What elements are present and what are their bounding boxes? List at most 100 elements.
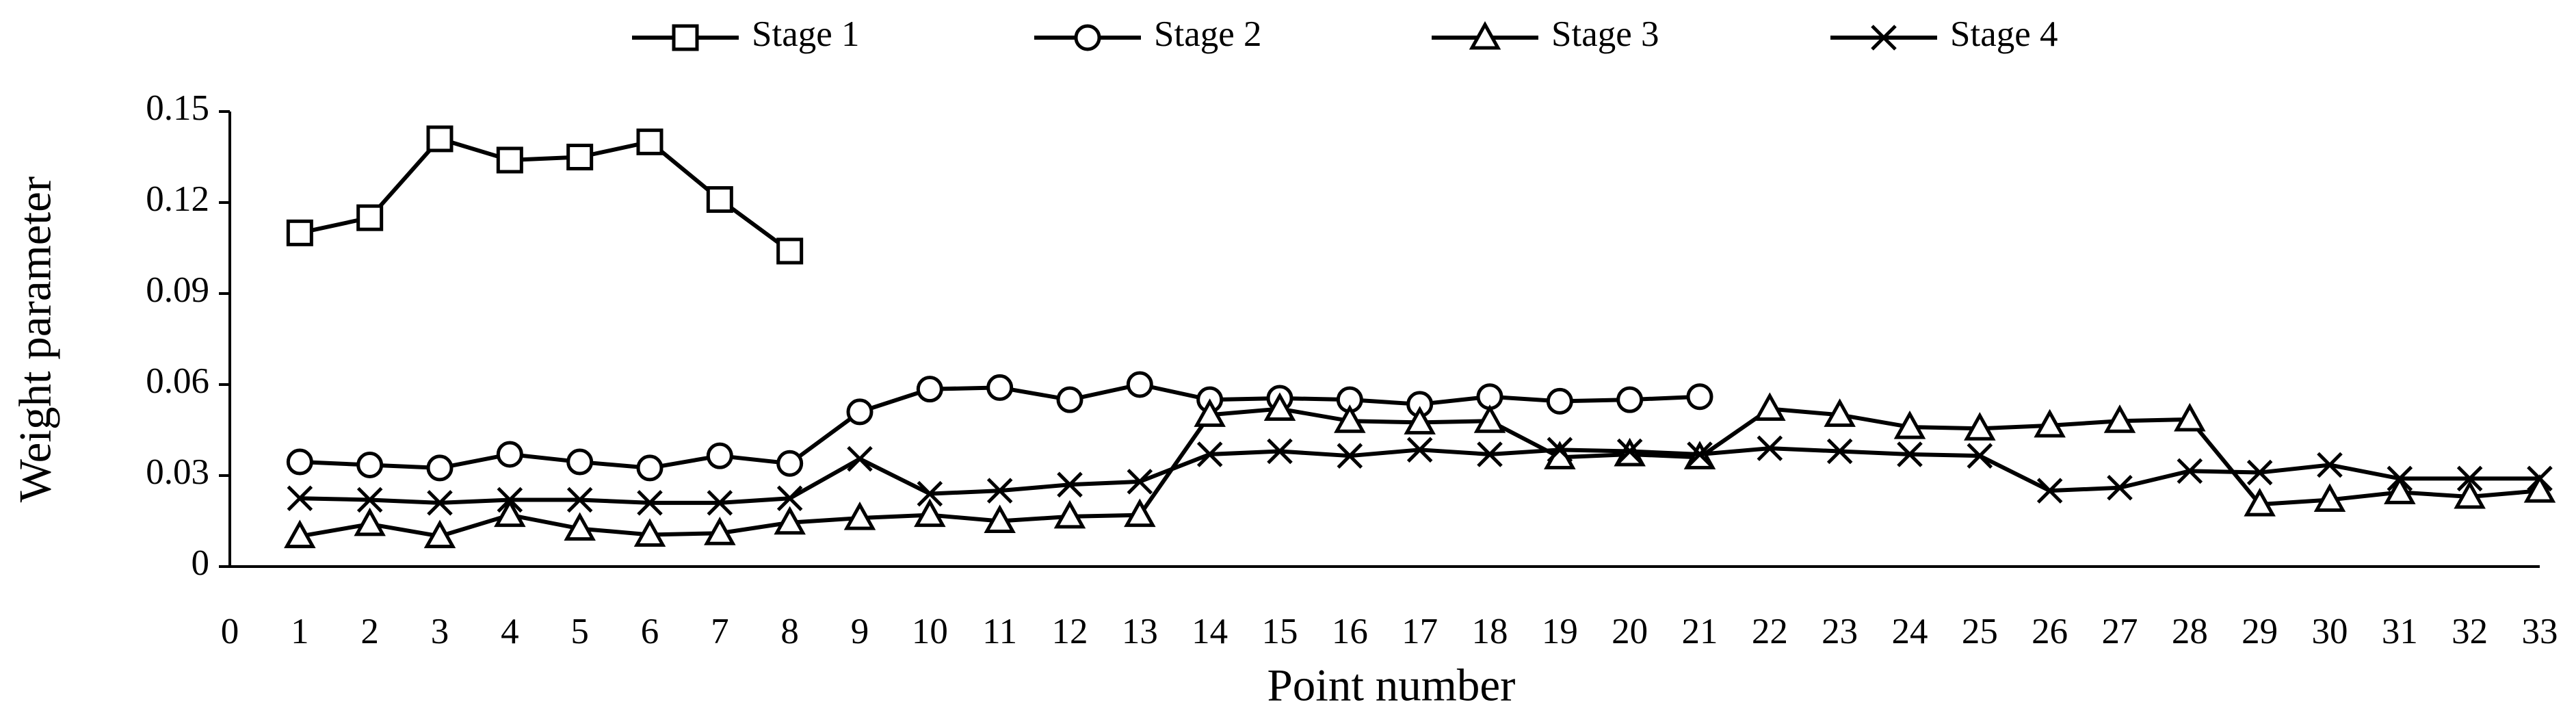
data-point — [1127, 469, 1153, 495]
x-tick-label: 33 — [2522, 612, 2558, 651]
data-point — [846, 398, 873, 426]
x-tick-label: 16 — [1332, 612, 1368, 651]
data-point — [2317, 452, 2343, 478]
y-tick-label: 0.12 — [146, 179, 209, 219]
data-point — [1547, 437, 1573, 463]
data-point — [636, 128, 663, 155]
x-tick-label: 4 — [501, 612, 519, 651]
data-point — [494, 498, 526, 528]
data-point — [564, 512, 596, 541]
data-point — [496, 441, 523, 468]
data-point — [1334, 404, 1366, 433]
x-tick-label: 10 — [912, 612, 948, 651]
data-point — [1757, 435, 1783, 461]
legend-label: Stage 1 — [752, 14, 860, 54]
data-point — [1124, 498, 1156, 528]
data-point — [2103, 404, 2136, 433]
data-point — [566, 487, 593, 513]
data-point — [426, 125, 454, 153]
data-point — [354, 507, 386, 536]
data-point — [2177, 458, 2203, 484]
x-tick-label: 25 — [1962, 612, 1998, 651]
data-point — [356, 487, 383, 513]
data-point — [636, 454, 663, 482]
data-point — [1826, 438, 1853, 465]
data-point — [2523, 474, 2556, 503]
data-point — [1546, 387, 1573, 415]
x-tick-label: 24 — [1892, 612, 1928, 651]
data-point — [2454, 480, 2486, 509]
x-tick-label: 12 — [1052, 612, 1088, 651]
data-point — [356, 204, 384, 231]
data-point — [286, 448, 313, 476]
data-point — [1686, 383, 1713, 411]
data-point — [1897, 441, 1923, 467]
y-tick-label: 0 — [192, 543, 210, 583]
legend-label: Stage 2 — [1154, 14, 1262, 54]
x-tick-label: 30 — [2312, 612, 2348, 651]
data-point — [1406, 437, 1433, 463]
x-tick-label: 23 — [1822, 612, 1858, 651]
data-point — [566, 144, 594, 170]
data-point — [1477, 441, 1503, 467]
data-point — [426, 454, 454, 482]
x-tick-label: 31 — [2382, 612, 2418, 651]
x-tick-label: 22 — [1752, 612, 1788, 651]
x-tick-label: 6 — [641, 612, 659, 651]
data-point — [774, 506, 806, 535]
series-line — [300, 446, 2540, 505]
y-tick-label: 0.06 — [146, 361, 209, 401]
data-point — [496, 146, 523, 174]
data-point — [1754, 392, 1786, 421]
data-point — [637, 490, 663, 516]
x-tick-label: 3 — [431, 612, 449, 651]
data-point — [707, 490, 733, 516]
data-point — [1687, 441, 1713, 467]
data-point — [633, 518, 666, 547]
data-point — [1824, 398, 1856, 427]
x-tick-label: 27 — [2102, 612, 2138, 651]
data-point — [843, 501, 876, 530]
data-point — [916, 376, 943, 403]
x-tick-label: 5 — [570, 612, 589, 651]
data-point — [2174, 402, 2206, 432]
x-tick-label: 2 — [360, 612, 379, 651]
data-point — [284, 519, 316, 549]
x-tick-label: 14 — [1192, 612, 1228, 651]
data-point — [356, 451, 384, 478]
y-tick-label: 0.15 — [146, 88, 209, 128]
x-tick-label: 8 — [780, 612, 799, 651]
data-point — [2313, 483, 2346, 512]
x-tick-label: 21 — [1682, 612, 1718, 651]
x-tick-label: 7 — [711, 612, 729, 651]
data-point — [1473, 404, 1506, 433]
x-tick-label: 0 — [221, 612, 239, 651]
legend-label: Stage 3 — [1551, 14, 1659, 54]
data-point — [1196, 441, 1223, 467]
legend-label: Stage 4 — [1950, 14, 2058, 54]
data-point — [704, 517, 736, 545]
x-tick-label: 1 — [291, 612, 309, 651]
x-tick-label: 9 — [851, 612, 869, 651]
data-point — [2036, 478, 2063, 504]
data-point — [776, 450, 804, 477]
data-point — [423, 519, 456, 549]
data-point — [286, 219, 313, 246]
x-tick-label: 20 — [1612, 612, 1648, 651]
data-point — [1616, 438, 1643, 465]
x-tick-label: 29 — [2242, 612, 2278, 651]
x-tick-label: 15 — [1262, 612, 1298, 651]
data-point — [1616, 386, 1644, 413]
data-point — [914, 498, 946, 528]
data-point — [1967, 443, 1993, 469]
data-point — [2246, 459, 2273, 486]
y-axis-title: Weight parameter — [10, 177, 60, 502]
legend-marker — [1871, 25, 1897, 51]
data-point — [776, 237, 804, 265]
data-point — [2387, 465, 2413, 492]
data-point — [2456, 465, 2483, 492]
data-point — [1053, 500, 1086, 529]
y-tick-label: 0.03 — [146, 452, 209, 492]
x-tick-label: 13 — [1122, 612, 1158, 651]
